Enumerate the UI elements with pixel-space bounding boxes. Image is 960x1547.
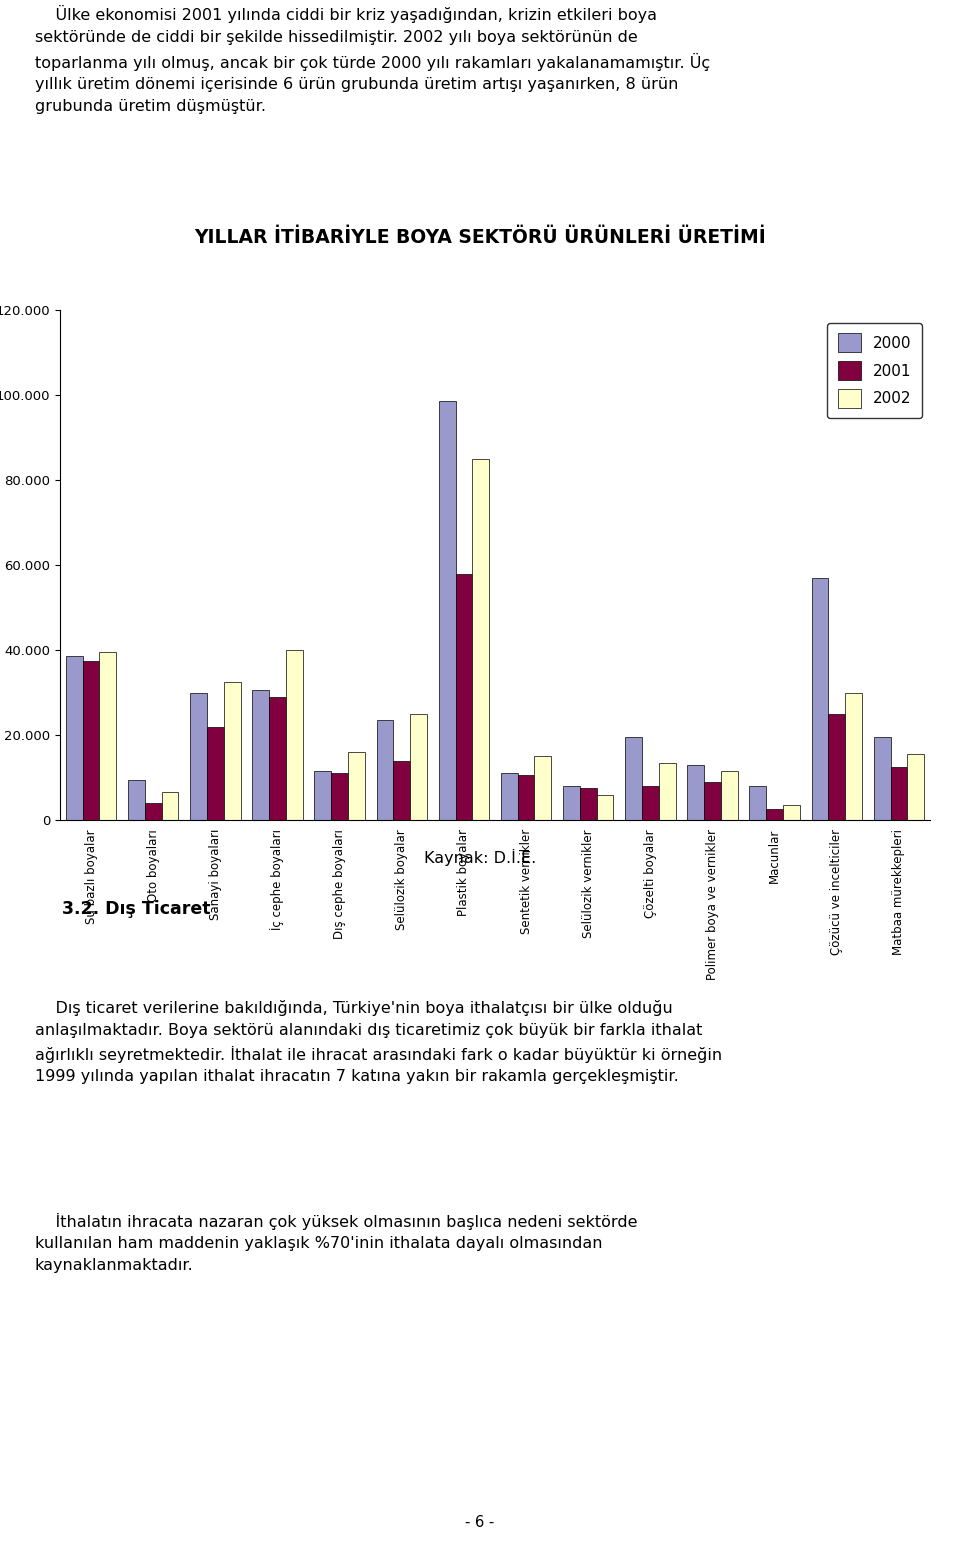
Bar (348, 752, 365, 820)
Legend: 2000, 2001, 2002: 2000, 2001, 2002 (828, 323, 923, 418)
Bar (83, 661, 100, 820)
Bar (845, 693, 862, 820)
Bar (161, 792, 179, 820)
Bar (828, 713, 845, 820)
Bar (286, 650, 302, 820)
Bar (456, 574, 472, 820)
Bar (376, 719, 394, 820)
Bar (625, 736, 642, 820)
Bar (535, 756, 551, 820)
Bar (766, 809, 783, 820)
Bar (659, 763, 676, 820)
Bar (907, 753, 924, 820)
Text: Ülke ekonomisi 2001 yılında ciddi bir kriz yaşadığından, krizin etkileri boya
se: Ülke ekonomisi 2001 yılında ciddi bir kr… (35, 5, 710, 114)
Bar (642, 786, 659, 820)
Text: - 6 -: - 6 - (466, 1515, 494, 1530)
Bar (874, 736, 891, 820)
Bar (410, 713, 427, 820)
Bar (331, 774, 348, 820)
Bar (704, 781, 721, 820)
Bar (564, 786, 580, 820)
Text: Kaynak: D.İ.E.: Kaynak: D.İ.E. (424, 849, 536, 866)
Bar (100, 653, 116, 820)
Bar (190, 693, 207, 820)
Bar (783, 804, 800, 820)
Bar (750, 786, 766, 820)
Bar (721, 770, 737, 820)
Bar (252, 690, 269, 820)
Bar (501, 774, 517, 820)
Bar (394, 761, 410, 820)
Text: YILLAR İTİBARİYLE BOYA SEKTÖRÜ ÜRÜNLERİ ÜRETİMİ: YILLAR İTİBARİYLE BOYA SEKTÖRÜ ÜRÜNLERİ … (194, 227, 766, 248)
Bar (66, 656, 83, 820)
Bar (687, 764, 704, 820)
Bar (891, 767, 907, 820)
Text: 3.2. Dış Ticaret: 3.2. Dış Ticaret (61, 900, 210, 917)
Bar (580, 787, 596, 820)
Bar (269, 696, 286, 820)
Bar (207, 727, 224, 820)
Bar (439, 401, 456, 820)
Text: İthalatın ihracata nazaran çok yüksek olmasının başlıca nedeni sektörde
kullanıl: İthalatın ihracata nazaran çok yüksek ol… (35, 1213, 637, 1273)
Bar (128, 780, 145, 820)
Bar (517, 775, 535, 820)
Bar (224, 682, 241, 820)
Bar (811, 577, 828, 820)
Bar (315, 770, 331, 820)
Text: Dış ticaret verilerine bakıldığında, Türkiye'nin boya ithalatçısı bir ülke olduğ: Dış ticaret verilerine bakıldığında, Tür… (35, 1001, 722, 1084)
Bar (472, 459, 489, 820)
Bar (596, 795, 613, 820)
Bar (145, 803, 161, 820)
